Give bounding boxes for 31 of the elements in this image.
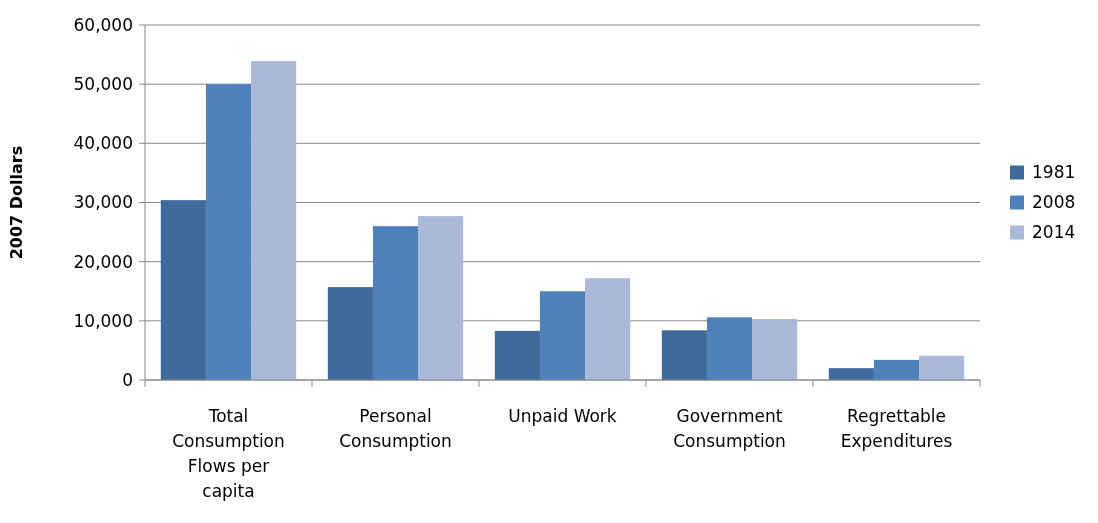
legend-label: 1981 [1032, 162, 1076, 183]
x-tick-label: Government Consumption [673, 406, 786, 451]
bar [828, 368, 874, 380]
x-tick-label: Unpaid Work [508, 406, 617, 426]
y-tick-label: 0 [122, 369, 133, 390]
bar [873, 359, 920, 380]
legend-label: 2008 [1032, 192, 1076, 213]
bar [661, 330, 707, 380]
y-tick-label: 20,000 [73, 251, 133, 272]
y-tick-label: 30,000 [73, 192, 133, 213]
bar [205, 84, 252, 380]
bar [160, 200, 206, 380]
x-tick-label: Personal Consumption [339, 406, 452, 451]
bar [752, 319, 798, 380]
y-tick-label: 60,000 [73, 14, 133, 35]
x-tick-label: Regrettable Expenditures [840, 406, 953, 451]
bar [919, 355, 965, 380]
y-tick-label: 40,000 [73, 133, 133, 154]
bar [585, 278, 631, 380]
bar [494, 330, 540, 380]
bar [539, 291, 586, 380]
y-axis-title: 2007 Dollars [7, 145, 26, 260]
legend-label: 2014 [1032, 222, 1076, 243]
bar [327, 287, 373, 380]
bar [418, 216, 464, 380]
bar [251, 61, 297, 380]
y-tick-label: 50,000 [73, 74, 133, 95]
bar [372, 226, 419, 380]
bar [706, 317, 753, 380]
x-tick-label: Total Consumption Flows per capita [172, 406, 285, 501]
y-tick-label: 10,000 [73, 310, 133, 331]
